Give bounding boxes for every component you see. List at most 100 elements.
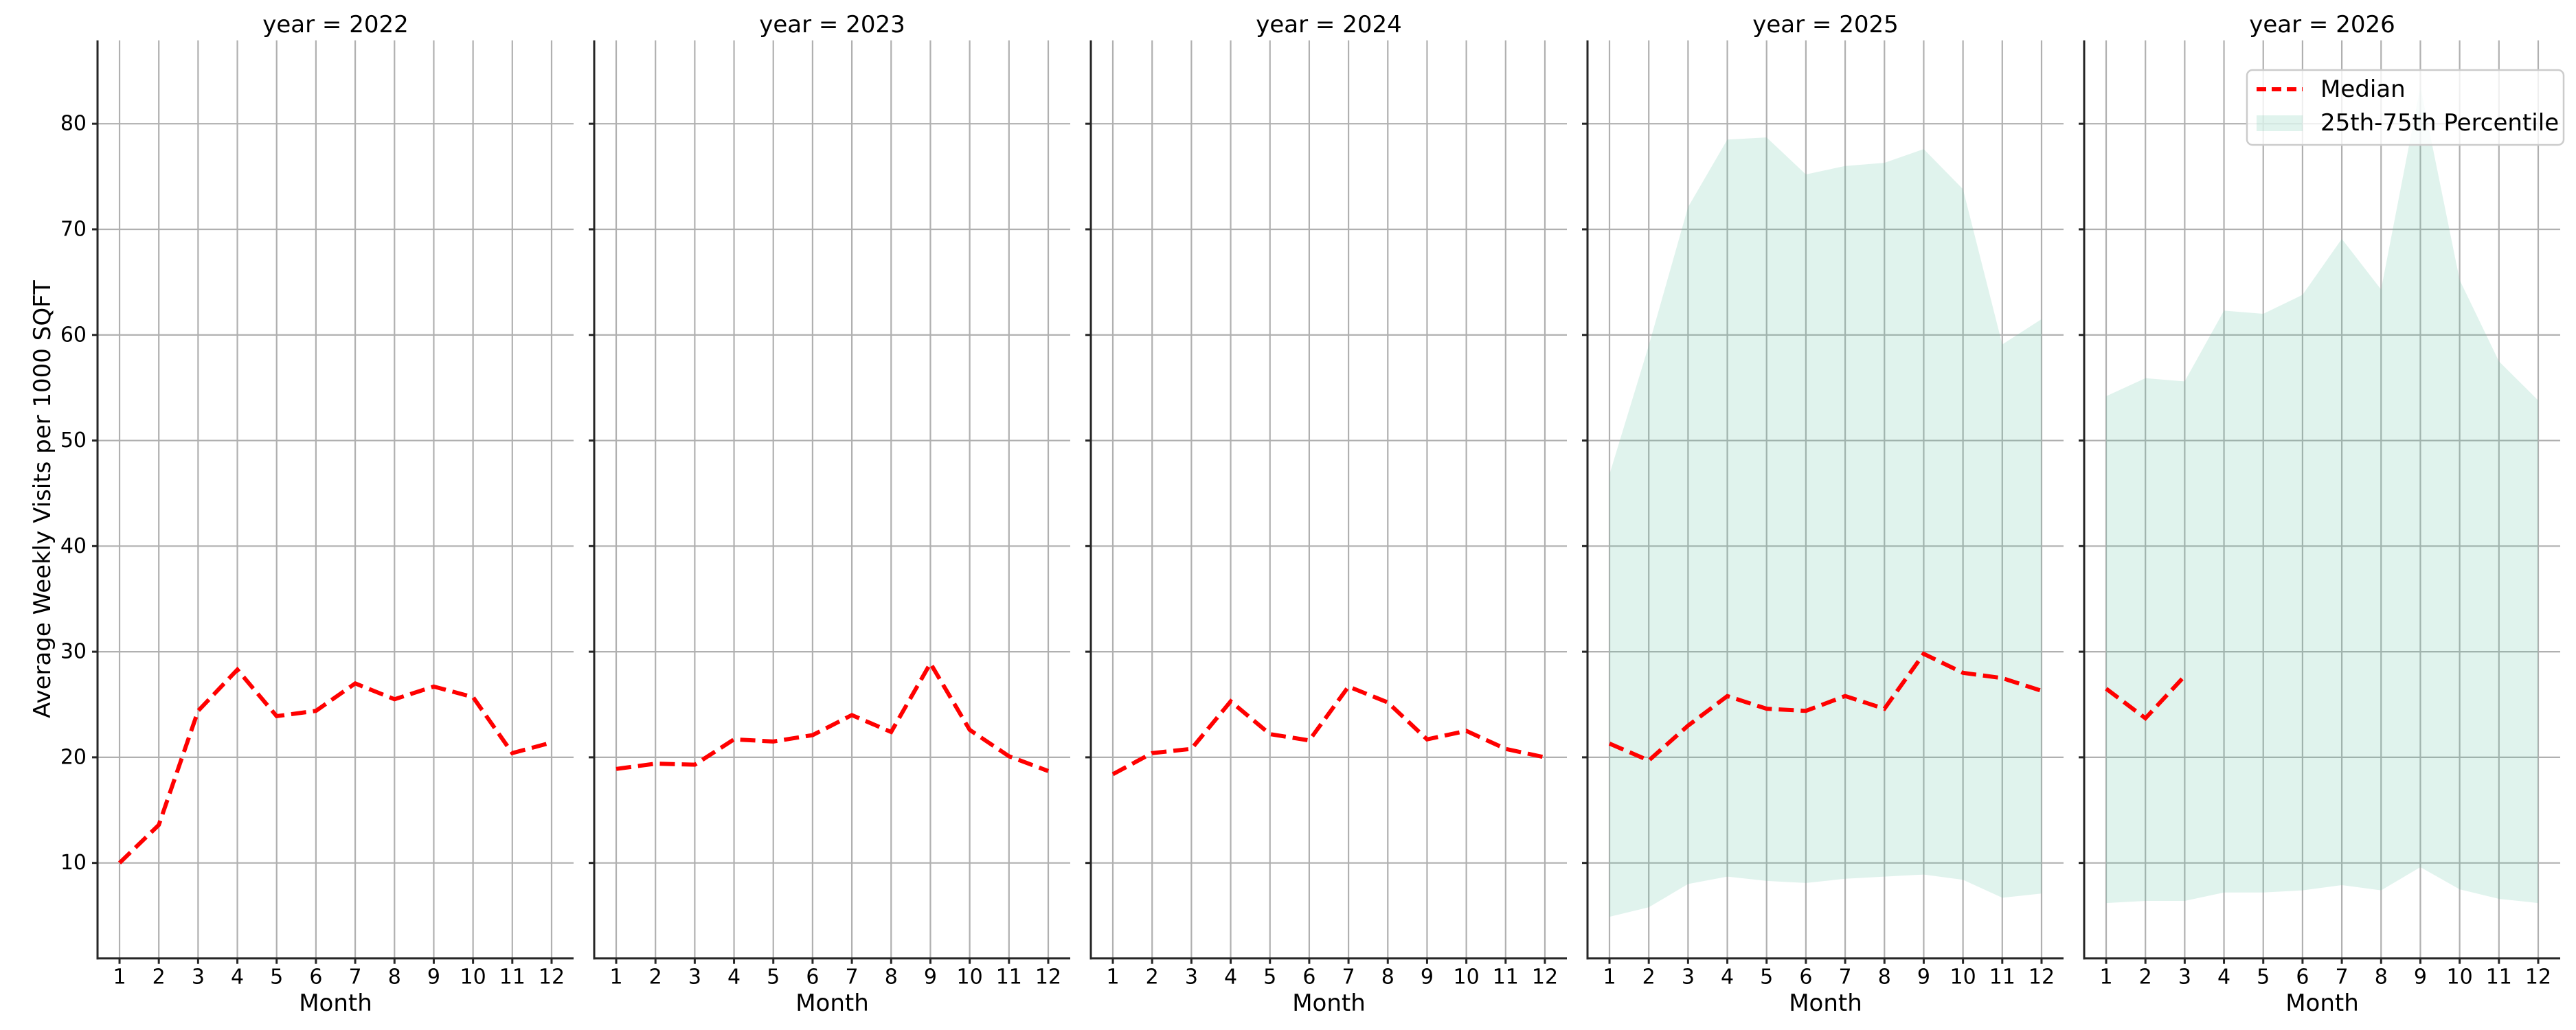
- x-tick-label: 12: [2029, 965, 2055, 989]
- x-tick-label: 7: [349, 965, 362, 989]
- x-tick-label: 5: [1263, 965, 1276, 989]
- x-tick-label: 12: [539, 965, 565, 989]
- y-axis-label: Average Weekly Visits per 1000 SQFT: [29, 280, 56, 718]
- x-axis-label: Month: [1292, 989, 1366, 1017]
- legend-band-swatch: [2257, 115, 2303, 131]
- x-tick-label: 8: [885, 965, 898, 989]
- gridlines: [98, 40, 574, 959]
- y-tick-label: 70: [60, 217, 87, 241]
- x-tick-label: 3: [1185, 965, 1198, 989]
- x-tick-label: 6: [1799, 965, 1812, 989]
- x-tick-label: 8: [2375, 965, 2388, 989]
- y-tick-label: 40: [60, 534, 87, 558]
- x-tick-label: 9: [1421, 965, 1434, 989]
- gridlines: [1588, 40, 2064, 959]
- x-tick-label: 1: [609, 965, 622, 989]
- x-tick-label: 10: [2447, 965, 2473, 989]
- x-tick-label: 5: [2257, 965, 2270, 989]
- x-tick-label: 3: [192, 965, 205, 989]
- x-tick-label: 12: [1035, 965, 1061, 989]
- x-tick-label: 8: [1878, 965, 1891, 989]
- x-tick-label: 1: [113, 965, 126, 989]
- median-line: [615, 659, 1050, 773]
- x-tick-label: 11: [1989, 965, 2015, 989]
- panel-2022: 1 2 3 4 5 6 7 8 9 10 11 121020304050607080Monthyear…: [60, 11, 574, 1017]
- x-tick-label: 6: [806, 965, 819, 989]
- y-tick-label: 50: [60, 428, 87, 453]
- median-line: [1111, 684, 1546, 777]
- x-tick-label: 1: [2099, 965, 2112, 989]
- y-tick-label: 60: [60, 323, 87, 347]
- median-line: [2105, 674, 2187, 722]
- gridlines: [1091, 40, 1567, 959]
- percentile-band: [1609, 137, 2042, 917]
- y-tick-label: 30: [60, 640, 87, 664]
- legend-frame: [2246, 69, 2565, 146]
- legend-band-label: 25th-75th Percentile: [2320, 109, 2559, 137]
- x-tick-label: 9: [1917, 965, 1930, 989]
- x-tick-label: 10: [1454, 965, 1480, 989]
- legend-median-label: Median: [2320, 76, 2406, 103]
- panel-title: year = 2023: [759, 11, 905, 38]
- x-tick-label: 8: [1381, 965, 1394, 989]
- x-tick-label: 11: [2486, 965, 2512, 989]
- x-tick-label: 7: [1839, 965, 1852, 989]
- x-tick-label: 11: [1493, 965, 1519, 989]
- x-tick-label: 10: [1950, 965, 1976, 989]
- x-tick-label: 6: [309, 965, 322, 989]
- x-tick-label: 2: [1642, 965, 1656, 989]
- x-tick-label: 6: [1302, 965, 1315, 989]
- x-tick-label: 12: [1532, 965, 1558, 989]
- x-tick-label: 2: [1146, 965, 1159, 989]
- x-tick-label: 2: [2139, 965, 2152, 989]
- gridlines: [594, 40, 1070, 959]
- x-tick-label: 4: [1224, 965, 1237, 989]
- x-tick-label: 5: [1760, 965, 1773, 989]
- x-tick-label: 4: [231, 965, 244, 989]
- x-tick-label: 7: [1342, 965, 1355, 989]
- x-tick-label: 8: [388, 965, 401, 989]
- x-tick-label: 9: [2414, 965, 2427, 989]
- x-tick-label: 6: [2296, 965, 2309, 989]
- chart-panels: 1 2 3 4 5 6 7 8 9 10 11 121020304050607080Monthyear…: [60, 11, 2560, 1017]
- panel-title: year = 2025: [1752, 11, 1898, 38]
- panel-title: year = 2026: [2249, 11, 2395, 38]
- x-tick-label: 5: [767, 965, 780, 989]
- x-axis-label: Month: [795, 989, 869, 1017]
- x-tick-label: 3: [688, 965, 701, 989]
- percentile-band: [2106, 87, 2538, 904]
- x-tick-label: 3: [1682, 965, 1695, 989]
- x-tick-label: 10: [460, 965, 486, 989]
- x-tick-label: 7: [2336, 965, 2349, 989]
- median-line: [1608, 651, 2042, 764]
- x-tick-label: 10: [957, 965, 983, 989]
- x-tick-label: 7: [846, 965, 859, 989]
- x-tick-label: 9: [427, 965, 440, 989]
- panel-title: year = 2024: [1256, 11, 1401, 38]
- x-tick-label: 5: [270, 965, 283, 989]
- y-tick-label: 80: [60, 112, 87, 136]
- x-tick-label: 3: [2178, 965, 2191, 989]
- x-tick-label: 2: [152, 965, 166, 989]
- x-tick-label: 1: [1106, 965, 1119, 989]
- x-axis-label: Month: [1789, 989, 1862, 1017]
- x-tick-label: 4: [2217, 965, 2230, 989]
- y-tick-label: 20: [60, 745, 87, 769]
- x-tick-label: 11: [996, 965, 1022, 989]
- x-tick-label: 11: [499, 965, 526, 989]
- x-axis-label: Month: [2285, 989, 2359, 1017]
- x-tick-label: 4: [1721, 965, 1734, 989]
- x-axis-label: Month: [299, 989, 372, 1017]
- y-tick-label: 10: [60, 851, 87, 875]
- x-tick-label: 2: [649, 965, 662, 989]
- legend: Median 25th-75th Percentile: [2246, 69, 2565, 146]
- x-tick-label: 4: [727, 965, 741, 989]
- x-tick-label: 12: [2525, 965, 2551, 989]
- gridlines: [2084, 40, 2560, 959]
- panel-title: year = 2022: [262, 11, 408, 38]
